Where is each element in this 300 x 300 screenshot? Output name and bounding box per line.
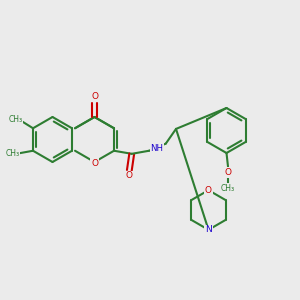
Text: O: O (126, 171, 133, 180)
Text: CH₃: CH₃ (221, 184, 235, 193)
Text: O: O (224, 168, 232, 177)
Text: CH₃: CH₃ (9, 115, 23, 124)
Text: N: N (205, 225, 212, 234)
Text: CH₃: CH₃ (6, 149, 20, 158)
Text: O: O (91, 159, 98, 168)
Text: NH: NH (151, 144, 164, 153)
Text: O: O (205, 186, 212, 195)
Text: O: O (91, 92, 98, 101)
